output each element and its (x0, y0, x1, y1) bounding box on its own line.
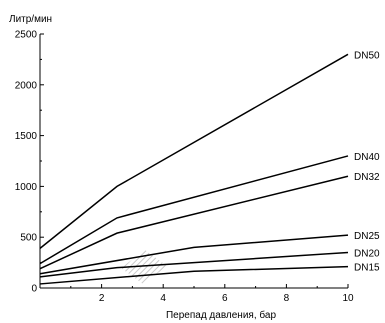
series-line-dn15 (39, 265, 349, 285)
series-line-dn25 (39, 234, 349, 275)
series-line-dn20 (39, 251, 349, 278)
series-line-dn50 (39, 53, 349, 249)
series-label-dn40: DN40 (354, 152, 380, 163)
y-tick-label: 1500 (15, 131, 38, 142)
y-tick-label: 1000 (15, 182, 38, 193)
series-label-dn25: DN25 (354, 231, 380, 242)
y-tick-label: 2000 (15, 80, 38, 91)
watermark-mark (121, 250, 167, 284)
x-tick-label: 8 (284, 293, 290, 304)
plot-area: DN50 DN40 DN32 DN25 DN20 DN15 (39, 50, 380, 285)
y-tick-label: 2500 (15, 30, 38, 41)
series-label-dn20: DN20 (354, 248, 380, 259)
x-tick-label: 4 (160, 293, 166, 304)
x-tick-label: 2 (99, 293, 105, 304)
y-tick-label: 500 (20, 233, 37, 244)
y-axis-label: Литр/мин (9, 14, 52, 25)
axes: 0 500 1000 1500 2000 2500 2 4 6 8 10 (15, 30, 354, 305)
series-line-dn32 (39, 175, 349, 270)
x-axis-label: Перепад давления, бар (166, 309, 276, 321)
x-tick-label: 6 (222, 293, 228, 304)
series-label-dn50: DN50 (354, 50, 380, 61)
series-label-dn15: DN15 (354, 263, 380, 274)
y-tick-label: 0 (31, 284, 37, 295)
series-label-dn32: DN32 (354, 172, 380, 183)
series-line-dn40 (39, 155, 349, 265)
x-tick-label: 10 (342, 293, 354, 304)
